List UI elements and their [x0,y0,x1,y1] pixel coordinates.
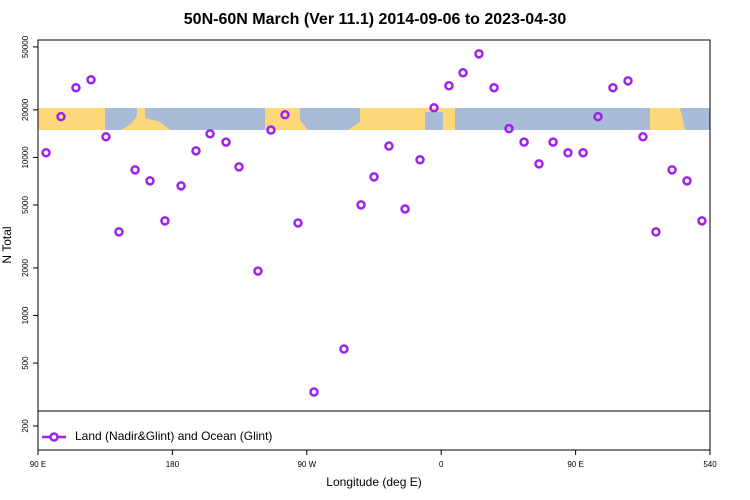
point [548,137,558,147]
legend-marker [49,432,59,442]
legend-label: Land (Nadir&Glint) and Ocean (Glint) [75,429,272,443]
point [638,132,648,142]
point [309,387,319,397]
x-axis-label: Longitude (deg E) [326,475,421,489]
point [253,266,263,276]
point [519,137,529,147]
point [101,132,111,142]
legend-box [37,410,711,451]
point [623,76,633,86]
point [369,172,379,182]
x-tick-label: 0 [439,460,444,469]
x-tick-label: 90 E [30,460,46,469]
point [339,344,349,354]
x-tick-label: 90 W [297,460,316,469]
x-tick-label: 540 [703,460,717,469]
point [130,165,140,175]
point [429,103,439,113]
y-tick-label: 5000 [21,196,30,214]
point [234,162,244,172]
point [504,123,514,134]
y-tick-label: 10000 [21,146,30,169]
point [563,148,573,158]
point [697,216,707,226]
y-tick-label: 1000 [21,306,30,324]
point [458,68,468,78]
point [489,82,499,93]
point [205,129,215,139]
point [593,111,603,122]
point [41,148,51,158]
y-tick-label: 20000 [21,98,30,121]
point [145,176,155,186]
point [56,111,66,122]
y-tick-label: 50000 [21,35,30,58]
point [266,125,276,135]
point [682,176,692,186]
point [176,181,186,191]
point [384,141,394,151]
point [114,227,124,237]
x-tick-label: 180 [166,460,180,469]
y-tick-label: 2000 [21,258,30,276]
y-tick-label: 500 [21,356,30,370]
point [608,82,618,93]
point [86,74,96,85]
point [651,227,661,237]
point [415,155,425,165]
point [578,148,588,158]
point [293,218,303,228]
x-tick-label: 90 E [567,460,583,469]
point [191,146,201,156]
y-tick-label: 200 [21,419,30,433]
point [160,216,170,226]
point [71,82,81,93]
point [534,159,544,169]
point [444,81,454,91]
y-axis-label: N Total [0,226,14,263]
point [400,204,410,214]
chart-title: 50N-60N March (Ver 11.1) 2014-09-06 to 2… [184,11,567,28]
plot-frame [37,39,711,451]
point [280,110,290,120]
point [474,49,484,59]
point [221,137,231,147]
map-strip [38,108,710,130]
point [356,200,366,210]
point [667,165,677,175]
